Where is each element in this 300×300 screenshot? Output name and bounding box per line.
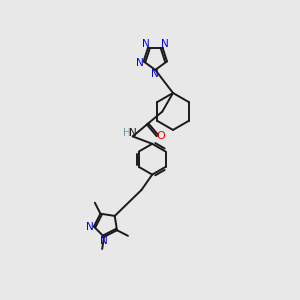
Text: O: O [156,131,165,141]
Text: N: N [100,236,107,246]
Text: N: N [142,39,149,49]
Text: N: N [152,69,159,79]
Text: N: N [86,222,94,232]
Text: N: N [129,128,136,138]
Text: N: N [136,58,143,68]
Text: N: N [161,39,169,49]
Text: H: H [124,128,131,138]
